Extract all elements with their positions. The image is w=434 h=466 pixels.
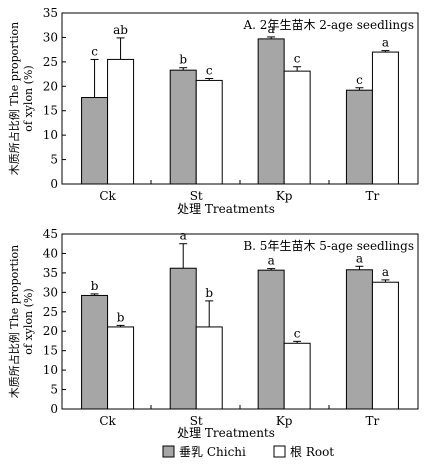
y-tick-label: 25 [43, 305, 58, 319]
significance-letter: a [382, 265, 389, 279]
bar [81, 294, 109, 410]
bar [257, 269, 285, 410]
bar [169, 69, 197, 185]
x-tick-label: St [190, 414, 203, 428]
y-tick-label: 10 [43, 128, 58, 142]
bar [107, 326, 135, 410]
significance-letter: b [179, 53, 187, 67]
significance-letter: ab [113, 23, 128, 37]
y-axis-title: 木质所占比例 The proportion [7, 245, 21, 398]
y-tick-label: 15 [43, 344, 58, 358]
y-axis-title-line2: of xylon (%) [22, 288, 35, 354]
y-tick-label: 30 [43, 30, 58, 44]
panel-label: B. 5年生苗木 5-age seedlings [243, 239, 414, 253]
bar [345, 269, 373, 410]
x-tick-label: Ck [99, 414, 116, 428]
y-tick-label: 0 [50, 177, 58, 191]
significance-letter: c [294, 326, 301, 340]
y-tick-label: 5 [50, 383, 58, 397]
x-tick-label: Ck [99, 189, 116, 203]
x-axis-title: 处理 Treatments [177, 426, 275, 440]
bar [371, 51, 399, 185]
y-tick-label: 20 [43, 79, 58, 93]
y-axis-title: 木质所占比例 The proportion [7, 22, 21, 175]
bar [81, 97, 109, 185]
bar [169, 267, 197, 410]
significance-letter: a [382, 36, 389, 50]
bar [195, 79, 223, 185]
legend-swatch [162, 445, 175, 458]
y-tick-label: 0 [50, 402, 58, 416]
y-tick-label: 20 [43, 324, 58, 338]
significance-letter: a [268, 22, 275, 36]
legend: 垂乳 Chichi 根 Root [162, 445, 334, 459]
significance-letter: c [206, 63, 213, 77]
significance-letter: b [117, 310, 125, 324]
x-tick-label: Tr [366, 414, 380, 428]
x-tick-label: Kp [276, 414, 293, 428]
bar [257, 38, 285, 185]
y-tick-label: 30 [43, 285, 58, 299]
x-tick-label: Tr [366, 189, 380, 203]
significance-letter: c [294, 52, 301, 66]
y-tick-label: 40 [43, 246, 58, 260]
y-tick-label: 35 [43, 6, 58, 20]
y-tick-label: 10 [43, 363, 58, 377]
bar [107, 58, 135, 185]
bar [345, 89, 373, 185]
bar [283, 70, 311, 185]
significance-letter: b [205, 286, 213, 300]
y-tick-label: 15 [43, 104, 58, 118]
legend-label: 垂乳 Chichi [179, 445, 246, 459]
y-tick-label: 25 [43, 55, 58, 69]
y-axis-title-line2: of xylon (%) [22, 65, 35, 131]
significance-letter: c [356, 73, 363, 87]
significance-letter: b [91, 279, 99, 293]
bar [283, 342, 311, 410]
legend-swatch [273, 445, 286, 458]
y-tick-label: 45 [43, 227, 58, 241]
y-tick-label: 5 [50, 153, 58, 167]
x-tick-label: Kp [276, 189, 293, 203]
bar [195, 326, 223, 410]
significance-letter: a [180, 229, 187, 243]
significance-letter: a [268, 254, 275, 268]
significance-letter: a [356, 251, 363, 265]
legend-label: 根 Root [290, 445, 334, 459]
x-tick-label: St [190, 189, 203, 203]
panel-label: A. 2年生苗木 2-age seedlings [243, 18, 414, 32]
y-tick-label: 35 [43, 266, 58, 280]
significance-letter: c [91, 44, 98, 58]
bar [371, 281, 399, 410]
x-axis-title: 处理 Treatments [177, 202, 275, 216]
